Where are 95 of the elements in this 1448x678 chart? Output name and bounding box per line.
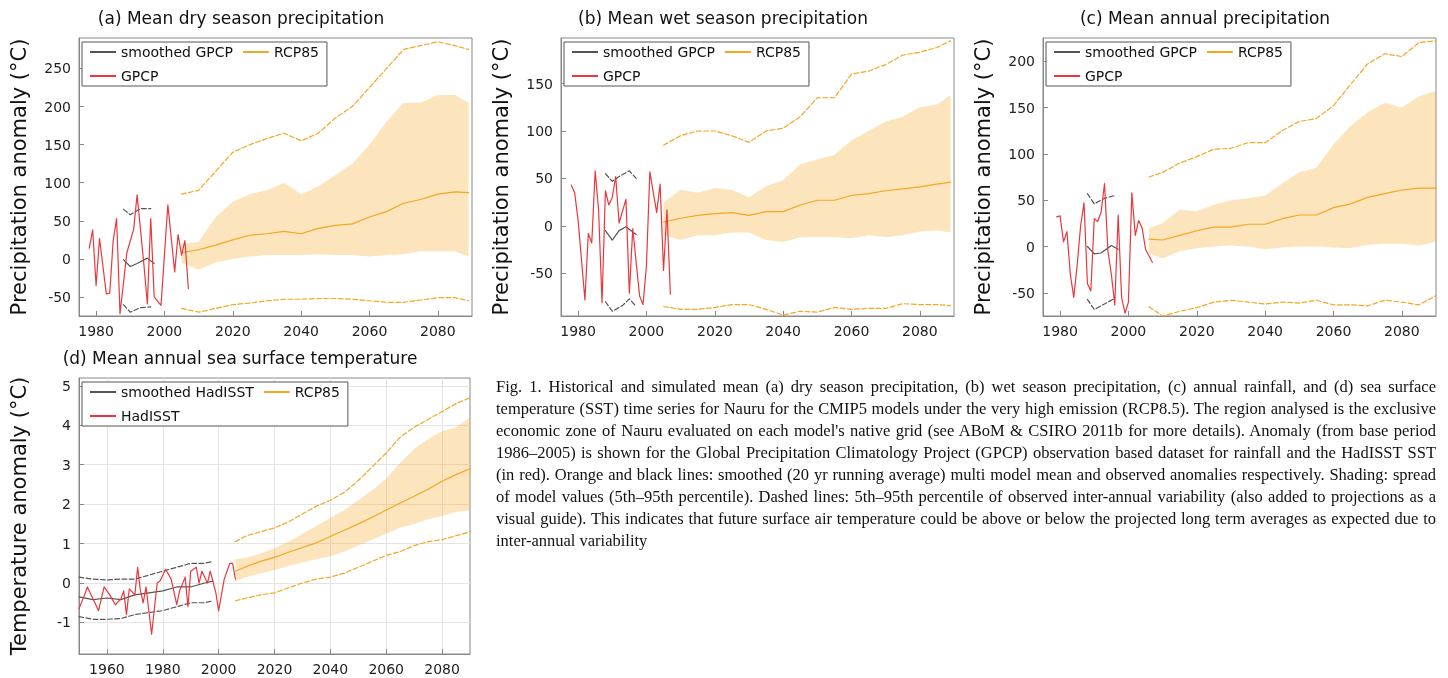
x-tick-label: 2040 (312, 661, 349, 677)
x-tick-label: 1980 (78, 323, 114, 339)
caption: Fig. 1. Historical and simulated mean (a) dry season precipitation, (b) wet season precipitation, (c) annual rainfall, and (d) sea surface temperature (SST) time series for Nauru for the CMIP5 models under the very high emission (RCP8.5). The region analysed is the exclusive economic zone of Nauru evaluated on each model's native grid (see ABoM & CSIRO 2011b for more details). Anomaly (from base period 1986–2005) is shown for the Global Precipitation Climatology Project (GPCP) observation based dataset for rainfall and the HadISST SST (in red). Orange and black lines: smoothed (20 yr running average) multi model mean and observed anomalies respectively. Shading: spread of model values (5th–95th percentile). Dashed lines: 5th–95th percentile of observed inter-annual variability (also added to projections as a visual guide). This indicates that future surface air temperature could be above or below the projected long term averages as expected due to inter-annual variability (496, 376, 1436, 552)
y-tick-label: 0 (1026, 238, 1035, 255)
x-tick-label: 2080 (420, 323, 456, 339)
chart-title: (a) Mean dry season precipitation (97, 7, 385, 28)
x-tick-label: 2080 (902, 323, 938, 339)
x-tick-label: 2040 (1247, 323, 1283, 339)
legend-label: smoothed GPCP (1085, 44, 1197, 60)
line-series (180, 297, 470, 313)
x-tick-label: 2080 (424, 661, 460, 677)
y-tick-label: -50 (48, 288, 71, 305)
chart-title: (b) Mean wet season precipitation (578, 7, 868, 28)
y-tick-label: 100 (44, 174, 71, 191)
legend-label: RCP85 (294, 384, 340, 400)
line-series (604, 170, 637, 182)
y-tick-label: 0 (544, 217, 553, 234)
y-tick-label: 100 (1008, 145, 1035, 162)
x-tick-label: 2040 (283, 323, 319, 339)
line-series (122, 303, 152, 313)
x-tick-label: 2000 (628, 323, 665, 339)
line-series (234, 531, 471, 602)
x-tick-label: 2060 (351, 323, 388, 339)
y-axis-title: Temperature anomaly (°C) (6, 376, 31, 657)
legend-label: RCP85 (755, 44, 801, 60)
chart-title: (d) Mean annual sea surface temperature (62, 347, 418, 368)
line-series (1086, 244, 1119, 255)
y-tick-label: 0 (62, 575, 71, 592)
x-tick-label: 2000 (1110, 323, 1147, 339)
x-tick-label: 2020 (1178, 323, 1215, 339)
y-tick-label: 100 (526, 122, 553, 139)
y-tick-label: 150 (1008, 99, 1035, 116)
line-series (180, 191, 470, 254)
y-tick-label: -50 (530, 265, 553, 282)
x-tick-label: 1960 (89, 661, 125, 677)
x-tick-label: 2060 (833, 323, 870, 339)
x-tick-label: 1980 (1042, 323, 1078, 339)
y-tick-label: 200 (1008, 53, 1035, 70)
y-tick-label: 200 (44, 98, 71, 115)
y-tick-label: 150 (526, 75, 553, 92)
line-series (604, 226, 637, 241)
x-tick-label: 2020 (696, 323, 733, 339)
line-series (662, 303, 952, 316)
y-tick-label: 150 (44, 136, 71, 153)
x-tick-label: 2020 (256, 661, 293, 677)
line-series (1056, 182, 1153, 314)
legend-label: GPCP (1085, 68, 1123, 84)
line-series (1148, 295, 1437, 317)
y-axis-title: Precipitation anomaly (°C) (970, 38, 995, 316)
legend-label: GPCP (603, 68, 641, 84)
y-tick-label: 0 (62, 250, 71, 267)
y-tick-label: 2 (62, 496, 71, 513)
x-tick-label: 2000 (200, 661, 237, 677)
line-series (234, 397, 471, 543)
line-series (570, 170, 671, 306)
legend-label: smoothed GPCP (603, 44, 715, 60)
y-tick-label: 250 (44, 60, 71, 77)
legend-label: smoothed GPCP (121, 44, 233, 60)
y-tick-label: 4 (62, 417, 72, 434)
line-series (1148, 187, 1437, 241)
line-series (1086, 193, 1116, 205)
y-tick-label: 5 (62, 377, 71, 394)
x-tick-label: 2040 (765, 323, 801, 339)
y-axis-title: Precipitation anomaly (°C) (6, 38, 31, 316)
y-tick-label: 50 (53, 212, 71, 229)
x-tick-label: 2060 (368, 661, 405, 677)
line-series (78, 600, 214, 620)
y-tick-label: 1 (62, 535, 71, 552)
x-tick-label: 2080 (1384, 323, 1420, 339)
y-tick-label: 50 (535, 170, 553, 187)
legend-label: smoothed HadISST (121, 384, 255, 400)
x-tick-label: 2000 (146, 323, 183, 339)
chart-title: (c) Mean annual precipitation (1079, 7, 1331, 28)
line-series (78, 562, 236, 635)
line-series (122, 257, 155, 268)
x-tick-label: 1980 (560, 323, 596, 339)
line-series (88, 194, 189, 315)
y-tick-label: 50 (1017, 192, 1035, 209)
y-tick-label: 3 (62, 456, 71, 473)
legend-label: RCP85 (1237, 44, 1283, 60)
x-tick-label: 2060 (1315, 323, 1352, 339)
legend-label: HadISST (121, 408, 180, 424)
line-series (234, 468, 471, 572)
legend-label: RCP85 (273, 44, 319, 60)
line-series (604, 298, 637, 312)
line-series (78, 560, 214, 581)
y-tick-label: -1 (57, 614, 71, 631)
line-series (78, 580, 214, 601)
line-series (1086, 297, 1116, 311)
y-axis-title: Precipitation anomaly (°C) (488, 38, 513, 316)
line-series (662, 181, 952, 223)
legend-label: GPCP (121, 68, 159, 84)
x-tick-label: 1980 (144, 661, 181, 677)
x-tick-label: 2020 (214, 323, 251, 339)
y-tick-label: -50 (1012, 284, 1035, 301)
